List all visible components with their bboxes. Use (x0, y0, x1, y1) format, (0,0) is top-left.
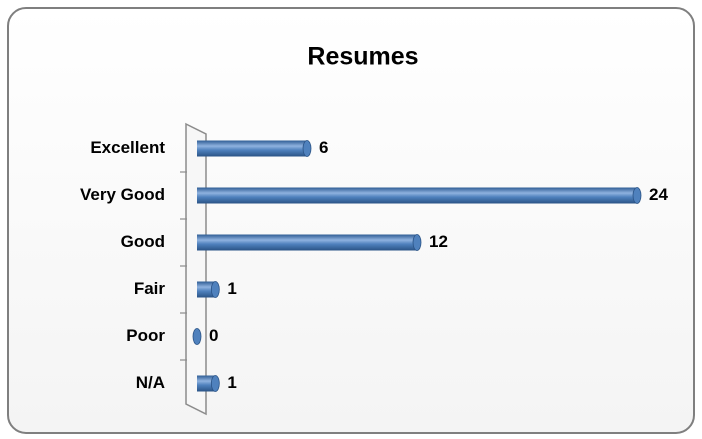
bar-cap (210, 281, 220, 298)
bar-cap (210, 375, 220, 392)
bar-body (197, 234, 417, 251)
axis-wall (185, 122, 207, 416)
bar-cap (632, 187, 642, 204)
bar (197, 234, 422, 251)
bar-body (197, 140, 307, 157)
value-label: 0 (209, 326, 218, 345)
bar (197, 140, 312, 157)
bar-body (197, 281, 216, 298)
value-label: 1 (227, 373, 236, 392)
category-label: Good (121, 232, 165, 251)
category-label: Fair (134, 279, 166, 298)
value-label: 1 (227, 279, 236, 298)
category-label: Excellent (90, 138, 165, 157)
category-label: Poor (126, 326, 165, 345)
bar-cap (412, 234, 422, 251)
bar-cap (192, 328, 202, 345)
category-label: Very Good (80, 185, 165, 204)
bar (197, 187, 642, 204)
bar (192, 328, 202, 345)
chart-frame (7, 7, 695, 434)
value-label: 6 (319, 138, 328, 157)
bar (197, 375, 220, 392)
bar-cap (302, 140, 312, 157)
value-label: 24 (649, 185, 668, 204)
value-label: 12 (429, 232, 448, 251)
bar-body (197, 187, 637, 204)
chart-title: Resumes (307, 43, 418, 71)
bar (197, 281, 220, 298)
bar-body (197, 375, 216, 392)
category-label: N/A (136, 373, 165, 392)
